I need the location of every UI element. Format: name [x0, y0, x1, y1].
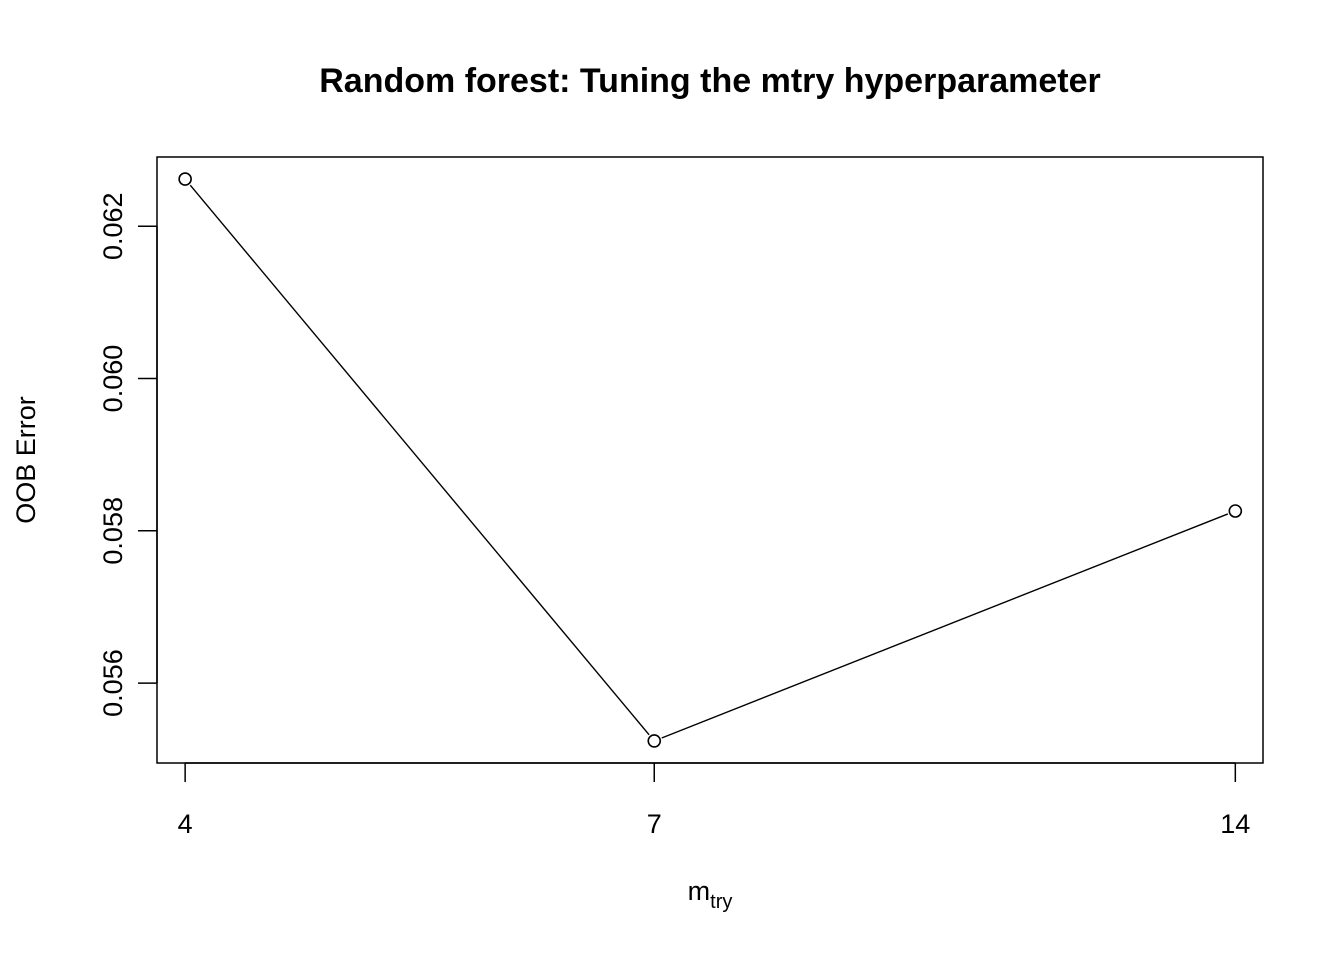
data-point	[647, 734, 662, 748]
series-line-segment	[189, 184, 650, 736]
data-point	[178, 172, 192, 186]
y-axis-label: OOB Error	[11, 396, 41, 524]
series-line-segment	[661, 513, 1229, 739]
plot-box	[156, 156, 1264, 764]
data-point	[1228, 504, 1243, 518]
y-axis: 0.056 0.058 0.060 0.062	[98, 192, 158, 717]
y-tick-label: 0.060	[98, 345, 128, 413]
y-tick-label: 0.056	[98, 649, 128, 717]
x-axis: 4 7 14	[178, 762, 1250, 839]
series-layer	[178, 172, 1243, 748]
x-axis-label-subscript: try	[710, 891, 732, 913]
x-tick-label: 7	[647, 809, 662, 839]
x-tick-label: 14	[1220, 809, 1250, 839]
y-tick-label: 0.062	[98, 192, 128, 260]
y-tick-label: 0.058	[98, 497, 128, 565]
x-tick-label: 4	[178, 809, 193, 839]
x-axis-label-main: m	[688, 876, 711, 906]
chart-title: Random forest: Tuning the mtry hyperpara…	[319, 62, 1101, 100]
x-axis-label: mtry	[688, 876, 733, 913]
